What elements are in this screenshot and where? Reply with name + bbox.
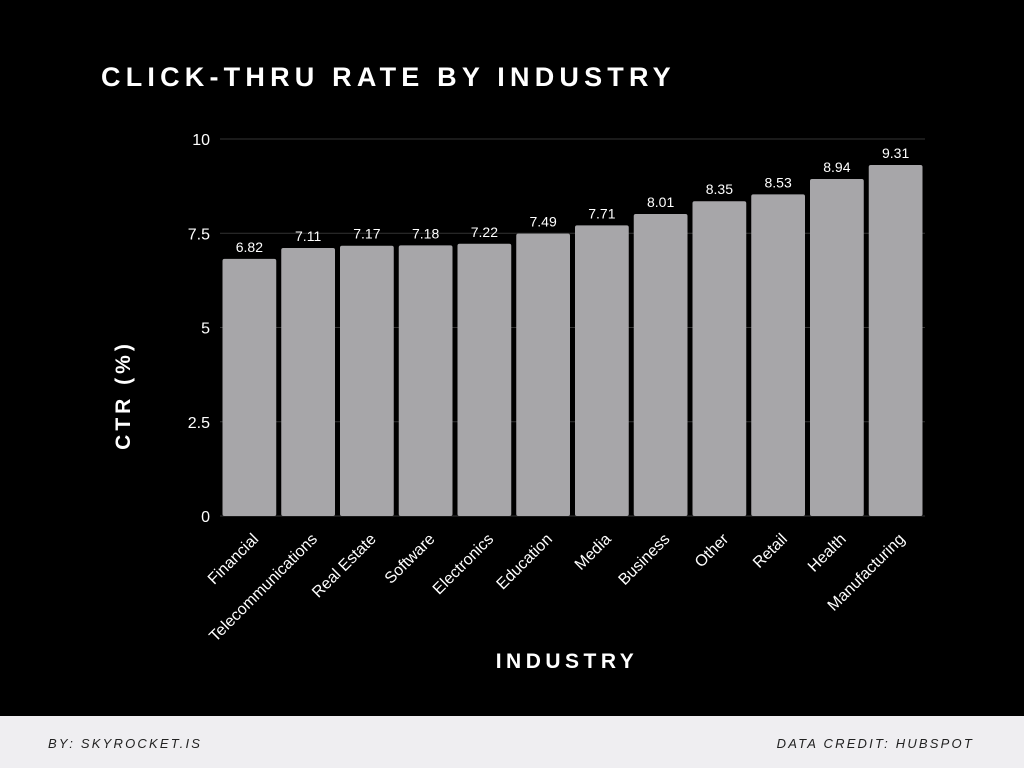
y-tick-label: 2.5: [188, 415, 210, 432]
y-axis-label: CTR (%): [112, 340, 135, 450]
data-label: 7.49: [530, 214, 557, 230]
y-tick-label: 7.5: [188, 226, 210, 243]
bars: [222, 165, 923, 517]
x-tick-label: Retail: [750, 531, 791, 572]
gridlines: [220, 138, 925, 517]
y-tick-label: 5: [201, 321, 210, 338]
x-tick-label: Other: [692, 530, 733, 571]
bar-business: [633, 214, 688, 516]
bar-real-estate: [340, 245, 394, 517]
x-tick-label: Software: [382, 531, 439, 588]
data-label: 7.11: [295, 228, 321, 244]
x-tick-label: Health: [805, 531, 850, 576]
bar-financial: [222, 258, 277, 516]
footer-bar: BY: SKYROCKET.IS DATA CREDIT: HUBSPOT: [0, 716, 1024, 768]
bar-media: [575, 225, 629, 516]
y-tick-label: 10: [192, 132, 210, 149]
x-tick-label: Real Estate: [309, 531, 380, 602]
x-tick-label: Media: [572, 531, 615, 574]
bar-software: [398, 245, 453, 516]
x-axis-label: INDUSTRY: [496, 650, 639, 673]
bar-education: [516, 233, 570, 516]
bar-manufacturing: [868, 165, 923, 516]
data-label: 7.18: [412, 225, 439, 241]
bar-other: [692, 201, 747, 516]
byline: BY: SKYROCKET.IS: [48, 736, 203, 751]
x-tick-label: Education: [494, 531, 556, 593]
y-tick-label: 0: [201, 509, 210, 526]
data-label: 6.82: [236, 239, 263, 255]
data-label: 8.94: [823, 159, 850, 175]
bar-electronics: [457, 243, 512, 516]
data-label: 9.31: [882, 145, 909, 161]
bar-retail: [751, 194, 805, 516]
data-credit: DATA CREDIT: HUBSPOT: [776, 736, 974, 751]
chart-title: CLICK-THRU RATE BY INDUSTRY: [101, 62, 676, 92]
bar-chart: 0 2.5 5 7.5 10 6.82 7.11 7.17 7.18 7.22 7.49 7.71 8…: [112, 132, 925, 673]
x-tick-label: Business: [616, 531, 674, 589]
bar-telecommunications: [281, 247, 335, 516]
x-tick-label: Electronics: [430, 531, 497, 598]
x-tick-label: Financial: [205, 531, 262, 588]
data-label: 8.53: [765, 174, 792, 190]
data-label: 7.22: [471, 224, 498, 240]
data-label: 8.01: [647, 194, 674, 210]
bar-health: [810, 178, 864, 516]
data-labels: 6.82 7.11 7.17 7.18 7.22 7.49 7.71 8.01 8.35 8.53…: [236, 145, 910, 255]
x-tick-label: Telecommunications: [206, 531, 321, 646]
data-label: 7.71: [588, 205, 615, 221]
data-label: 8.35: [706, 181, 733, 197]
y-axis-ticks: 0 2.5 5 7.5 10: [188, 132, 210, 526]
data-label: 7.17: [353, 226, 380, 242]
